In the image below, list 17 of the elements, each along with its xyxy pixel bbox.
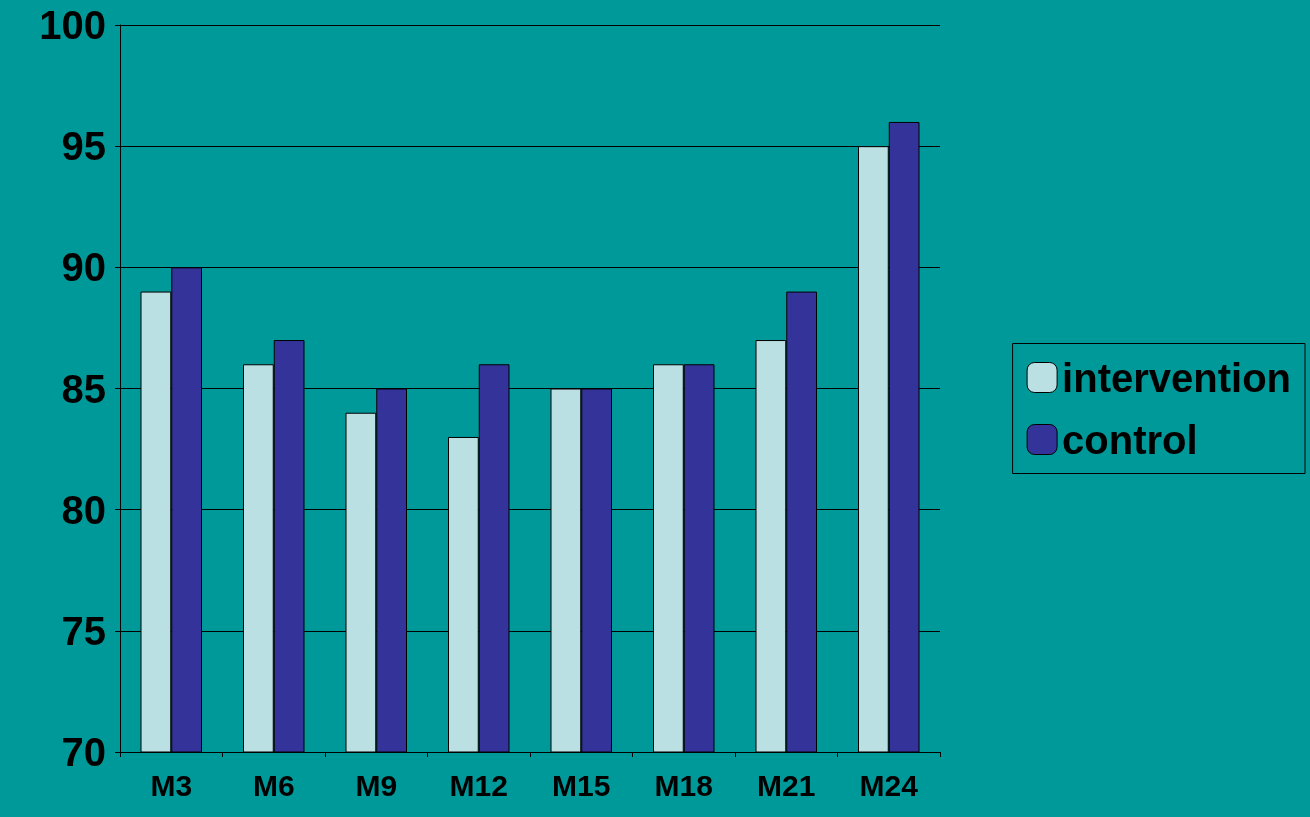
y-tick-label: 100 — [39, 3, 106, 47]
y-tick-label: 85 — [61, 366, 106, 411]
y-tick-label: 70 — [61, 730, 106, 774]
legend-label: intervention — [1062, 355, 1291, 400]
legend-label: control — [1062, 417, 1198, 462]
x-tick-label: M6 — [252, 768, 295, 802]
y-tick-label: 75 — [61, 608, 106, 653]
x-tick-label: M9 — [355, 768, 398, 802]
x-tick-label: M3 — [150, 768, 193, 802]
y-tick-label: 90 — [61, 245, 106, 290]
y-tick-label: 80 — [61, 487, 106, 532]
x-tick-label: M12 — [449, 768, 508, 802]
y-tick-label: 95 — [61, 124, 106, 169]
x-tick-label: M24 — [859, 768, 919, 802]
x-tick-label: M18 — [654, 768, 713, 802]
x-tick-label: M15 — [552, 768, 611, 802]
x-tick-label: M21 — [757, 768, 816, 802]
